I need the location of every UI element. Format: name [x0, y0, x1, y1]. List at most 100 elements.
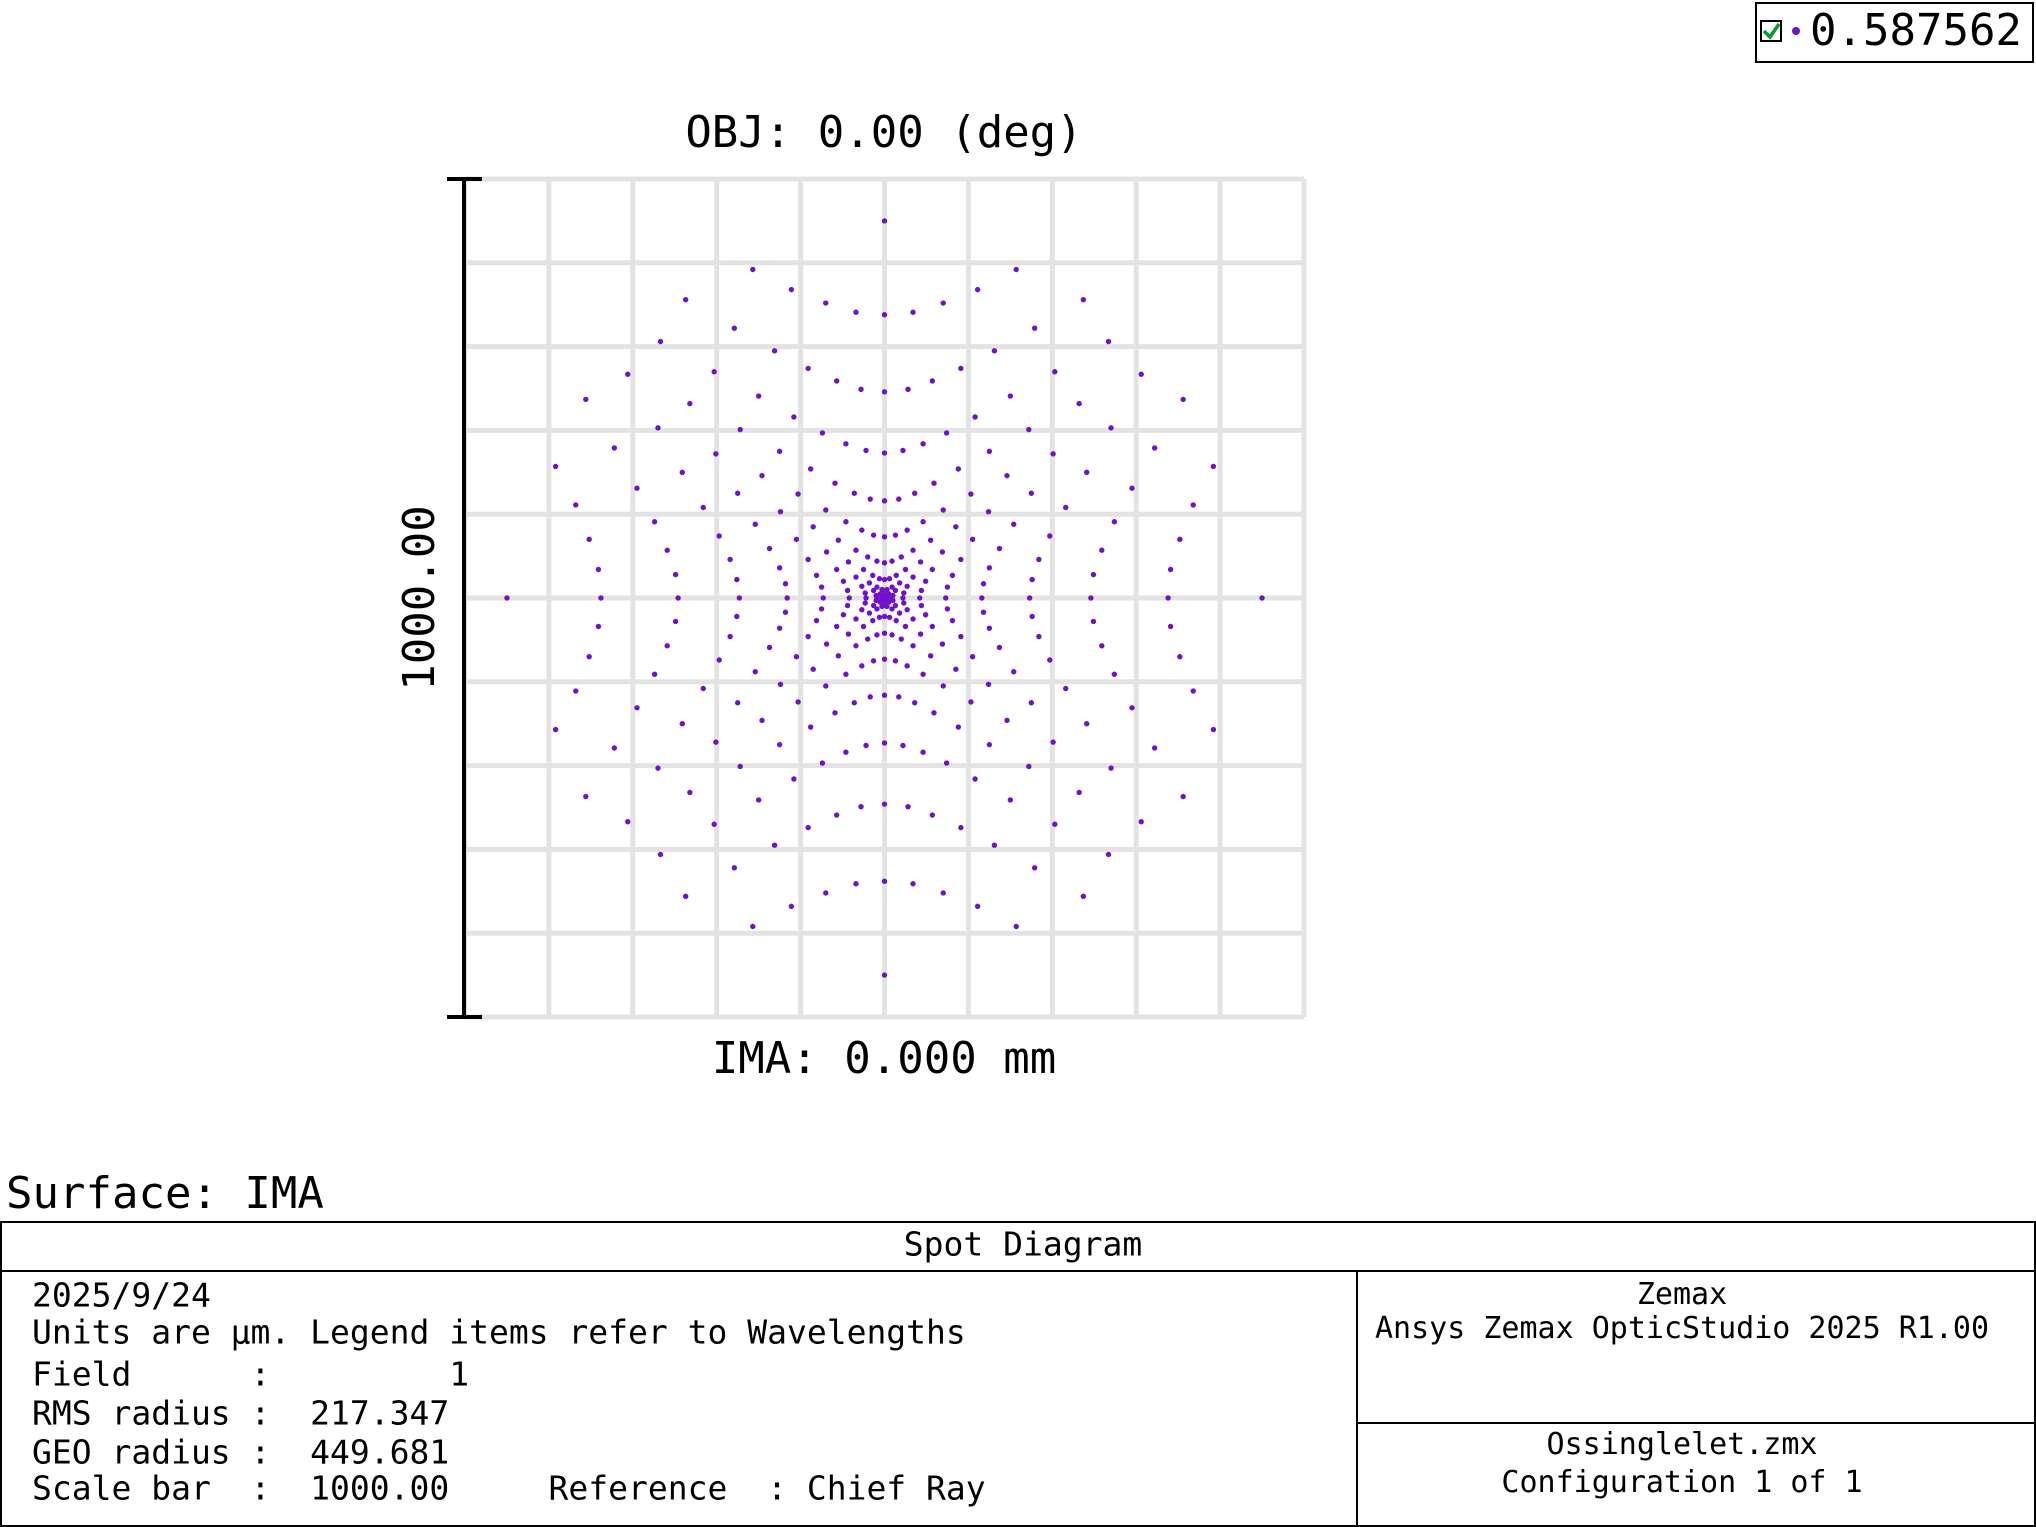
spot	[860, 623, 867, 630]
spot	[986, 448, 993, 455]
footer-line: GEO radius : 449.681	[32, 1432, 450, 1472]
spot	[929, 566, 936, 573]
spot	[943, 595, 949, 601]
spot	[716, 657, 722, 663]
spot	[1047, 657, 1053, 663]
spot	[904, 527, 910, 533]
spot	[898, 636, 904, 642]
spot	[968, 491, 974, 497]
spot	[851, 490, 857, 496]
spot	[823, 300, 829, 306]
spot	[955, 724, 962, 730]
spot	[731, 865, 738, 871]
spot	[1111, 671, 1118, 677]
spot	[900, 447, 906, 454]
surface-label: Surface: IMA	[6, 1168, 324, 1219]
spot	[939, 641, 946, 647]
spot	[583, 396, 589, 403]
spot	[881, 576, 888, 583]
spot	[766, 644, 773, 651]
spot	[996, 545, 1003, 552]
spot	[716, 533, 722, 539]
spot	[929, 812, 936, 818]
spot	[859, 663, 865, 669]
spot	[655, 765, 661, 771]
spot	[664, 643, 670, 649]
spot	[1050, 451, 1056, 457]
legend-check	[1762, 23, 1781, 40]
spot	[902, 566, 909, 573]
spot	[920, 749, 926, 755]
spot	[885, 591, 892, 597]
spot	[1167, 566, 1174, 573]
spot	[818, 584, 825, 590]
spot	[853, 309, 859, 315]
spot	[853, 643, 859, 649]
spot	[1007, 393, 1014, 399]
footer-line: RMS radius : 217.347	[32, 1393, 450, 1433]
spot	[910, 643, 916, 649]
spot	[1129, 485, 1135, 491]
spot	[573, 502, 579, 508]
spot	[944, 584, 951, 590]
spot	[687, 789, 693, 796]
spot	[980, 581, 987, 587]
spot	[843, 519, 849, 525]
spot	[917, 559, 924, 565]
spot	[1090, 618, 1097, 625]
spot	[870, 572, 876, 579]
spot	[595, 623, 602, 630]
spot	[904, 663, 910, 669]
spot	[991, 842, 998, 848]
spot	[912, 490, 918, 496]
spot	[1129, 705, 1135, 711]
spot	[835, 537, 842, 543]
spot	[929, 378, 936, 384]
spot	[734, 490, 741, 496]
spot	[953, 524, 959, 530]
spot	[893, 617, 899, 624]
spot	[736, 595, 743, 601]
spot	[874, 558, 880, 564]
spot	[805, 556, 811, 563]
spot	[943, 430, 950, 436]
footer-line: Field : 1	[32, 1354, 470, 1394]
spot	[859, 607, 865, 613]
spot	[1190, 688, 1196, 694]
spot	[972, 776, 978, 782]
spot	[1031, 325, 1038, 331]
spot	[737, 426, 743, 433]
spot	[1083, 721, 1090, 727]
spot	[958, 633, 964, 640]
spot	[955, 466, 962, 472]
spot	[793, 653, 800, 660]
spot	[750, 266, 756, 273]
spot	[939, 549, 946, 555]
spot	[737, 763, 743, 770]
spot	[949, 617, 956, 624]
footer-file: Ossinglelet.zmx	[1546, 1427, 1818, 1462]
spot	[922, 578, 929, 584]
spot	[901, 600, 907, 606]
spot	[1004, 472, 1010, 479]
spot	[881, 312, 888, 318]
spot	[881, 613, 888, 620]
spot	[713, 739, 719, 745]
spot	[782, 581, 789, 587]
spot	[889, 558, 895, 564]
spot	[777, 508, 784, 515]
spot	[1138, 371, 1144, 377]
spot	[881, 218, 888, 224]
spot	[843, 441, 849, 447]
spot	[711, 369, 717, 375]
spot	[1151, 745, 1158, 751]
spot	[832, 480, 838, 486]
spot	[625, 819, 631, 825]
spot	[859, 527, 865, 533]
spot	[823, 890, 829, 896]
spot	[940, 890, 946, 896]
spot	[873, 592, 879, 599]
spot	[910, 547, 916, 553]
spot	[1080, 893, 1087, 900]
spot	[884, 586, 890, 593]
